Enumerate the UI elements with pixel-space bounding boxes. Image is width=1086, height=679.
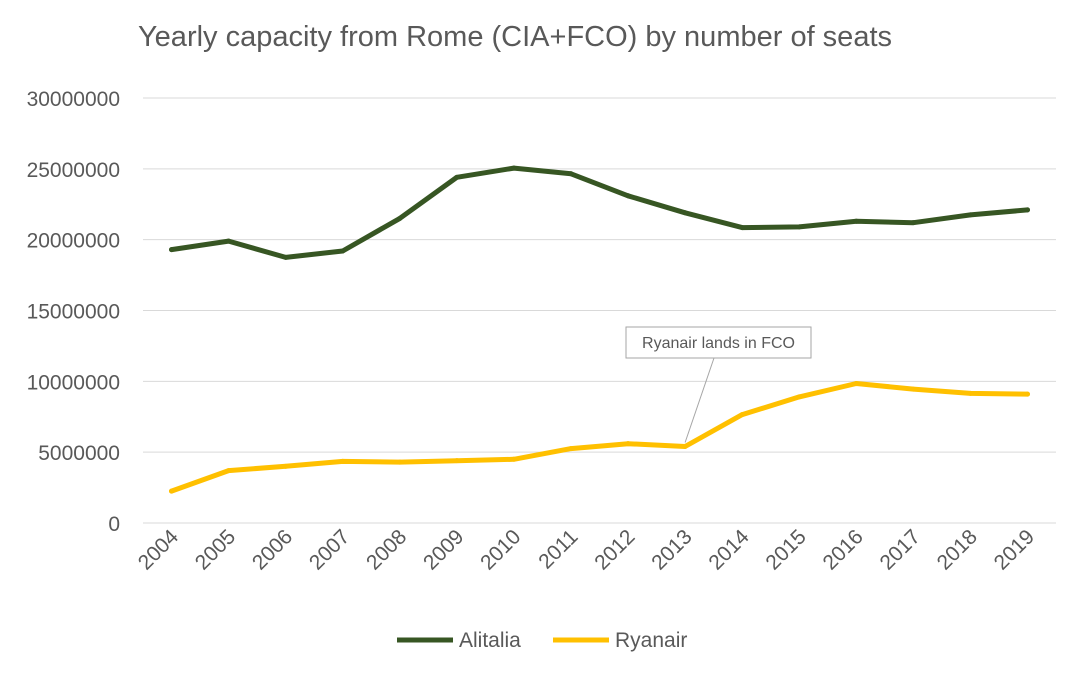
data-point xyxy=(169,488,175,494)
data-point xyxy=(967,212,973,218)
x-tick-label: 2013 xyxy=(647,525,696,574)
legend-label: Alitalia xyxy=(459,629,521,652)
y-axis-ticks: 0 5000000 10000000 15000000 20000000 25000000… xyxy=(27,88,120,536)
y-tick-label: 30000000 xyxy=(27,88,120,111)
gridlines xyxy=(143,97,1056,524)
y-tick-label: 0 xyxy=(108,513,120,536)
data-point xyxy=(910,220,916,226)
x-tick-label: 2005 xyxy=(191,525,240,574)
data-point xyxy=(682,444,688,449)
data-point xyxy=(511,165,517,171)
x-tick-label: 2019 xyxy=(990,525,1039,574)
data-point xyxy=(340,248,346,254)
x-tick-label: 2012 xyxy=(590,525,639,574)
x-tick-label: 2007 xyxy=(305,525,354,574)
x-tick-label: 2010 xyxy=(476,525,525,574)
x-tick-label: 2006 xyxy=(248,525,297,574)
chart-title: Yearly capacity from Rome (CIA+FCO) by n… xyxy=(138,21,892,53)
data-point xyxy=(454,458,460,464)
data-point xyxy=(1024,391,1030,397)
data-point xyxy=(796,224,802,230)
series-lines xyxy=(169,165,1030,494)
data-point xyxy=(169,247,175,253)
data-point xyxy=(568,446,574,452)
annotation-leader-line xyxy=(684,357,715,443)
data-point xyxy=(397,459,403,465)
data-point xyxy=(340,458,346,464)
x-tick-label: 2018 xyxy=(933,525,982,574)
data-point xyxy=(568,171,574,177)
data-point xyxy=(910,386,916,392)
y-tick-label: 5000000 xyxy=(38,442,120,465)
data-point xyxy=(283,254,289,260)
data-point xyxy=(283,463,289,469)
x-tick-label: 2015 xyxy=(761,525,810,574)
series-line-ryanair xyxy=(169,381,1030,494)
y-tick-label: 10000000 xyxy=(27,371,120,394)
y-tick-label: 25000000 xyxy=(27,159,120,182)
annotations: Ryanair lands in FCO xyxy=(625,326,812,443)
annotation-label: Ryanair lands in FCO xyxy=(642,335,795,352)
data-point xyxy=(454,174,460,180)
x-axis-ticks: 2004 2005 2006 2007 2008 2009 2010 2011 2012 2013… xyxy=(134,525,1039,575)
data-point xyxy=(739,225,745,231)
x-tick-label: 2016 xyxy=(819,525,868,574)
data-point xyxy=(397,215,403,221)
data-point xyxy=(853,380,859,386)
y-tick-label: 15000000 xyxy=(27,301,120,324)
data-point xyxy=(967,390,973,396)
data-point xyxy=(226,468,232,474)
data-point xyxy=(226,238,232,244)
annotation-box xyxy=(625,326,812,359)
y-tick-label: 20000000 xyxy=(27,230,120,253)
legend-label: Ryanair xyxy=(615,629,687,652)
x-tick-label: 2009 xyxy=(419,525,468,574)
series-line-alitalia xyxy=(169,165,1030,260)
x-tick-label: 2008 xyxy=(362,525,411,574)
legend: Alitalia Ryanair xyxy=(397,629,687,652)
data-point xyxy=(625,441,631,447)
data-point xyxy=(853,218,859,224)
data-point xyxy=(1024,207,1030,213)
x-tick-label: 2011 xyxy=(534,525,582,573)
data-point xyxy=(511,456,517,462)
x-tick-label: 2017 xyxy=(876,525,925,574)
data-point xyxy=(625,193,631,199)
data-point xyxy=(682,210,688,216)
x-tick-label: 2004 xyxy=(134,525,184,575)
data-point xyxy=(739,412,745,418)
data-point xyxy=(796,394,802,400)
x-tick-label: 2014 xyxy=(704,525,754,575)
